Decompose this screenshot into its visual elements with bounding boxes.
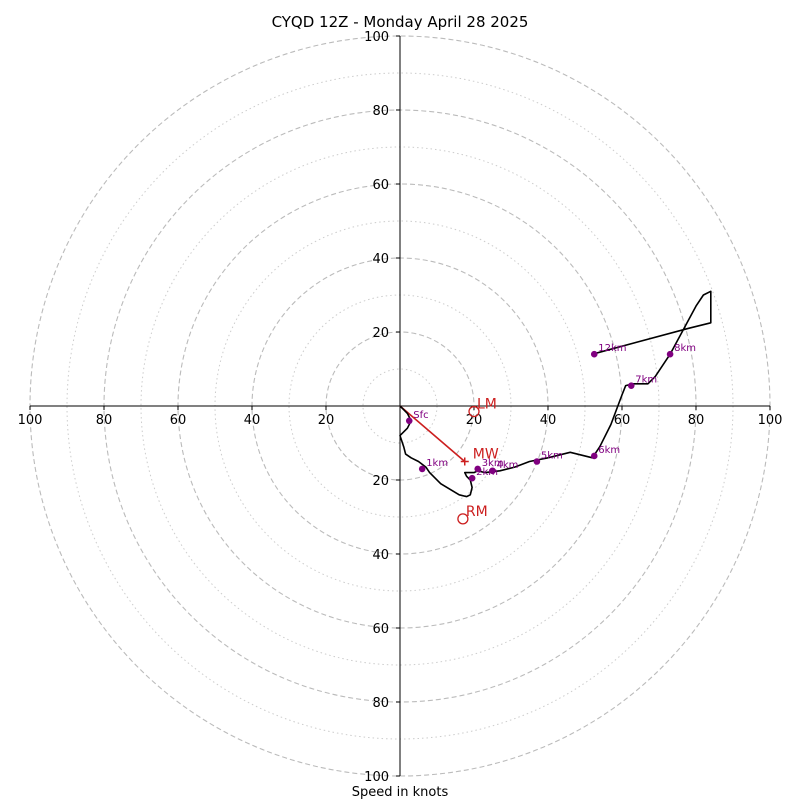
chart-title: CYQD 12Z - Monday April 28 2025 [272, 13, 529, 31]
height-marker-dot [474, 465, 482, 473]
height-marker-label: 5km [541, 451, 563, 462]
height-marker-label: 4km [497, 460, 519, 471]
shear-line [399, 405, 466, 463]
tick-labels: 20 20 20 20 40 40 40 40 60 60 60 60 80 80 80 80 100 100 10… [18, 30, 783, 785]
y-tick-label: 20 [372, 326, 389, 341]
height-marker-label: 3km [482, 458, 504, 469]
storm-motion-label: LM [477, 397, 497, 413]
x-tick-label: 80 [688, 413, 705, 428]
y-tick-label: 100 [364, 30, 389, 45]
height-marker-dot [627, 382, 635, 389]
storm-motion-markers: LM RM MW [457, 397, 499, 525]
mean-wind-marker [460, 457, 469, 466]
storm-motion-label: RM [466, 504, 488, 520]
height-marker-dot [533, 458, 541, 465]
x-tick-label: 60 [170, 413, 187, 428]
x-tick-label: 40 [244, 413, 261, 428]
y-tick-label: 40 [372, 548, 389, 563]
height-marker-dot [489, 467, 496, 475]
height-marker-label: 7km [635, 375, 657, 386]
height-marker-dot [590, 350, 598, 358]
y-tick-label: 100 [364, 770, 389, 785]
x-tick-label: 80 [96, 413, 113, 428]
mean-wind-label: MW [473, 447, 499, 463]
x-tick-label: 100 [18, 413, 43, 428]
y-tick-label: 40 [372, 252, 389, 267]
height-marker-label: 1km [426, 458, 448, 469]
x-tick-label: 100 [758, 413, 783, 428]
y-tick-label: 80 [372, 104, 389, 119]
x-tick-label: 20 [466, 413, 483, 428]
y-tick-label: 60 [372, 178, 389, 193]
height-marker-dot [468, 474, 476, 482]
y-tick-label: 20 [372, 474, 389, 489]
x-tick-label: 40 [540, 413, 557, 428]
storm-motion-circle [457, 513, 469, 525]
height-marker-dot [590, 452, 598, 460]
height-marker-dot [666, 350, 674, 358]
x-tick-label: 60 [614, 413, 631, 428]
height-marker-dot [405, 417, 413, 425]
height-marker-label: 12km [598, 343, 626, 354]
height-marker-label: 6km [598, 445, 620, 456]
height-marker-label: 8km [674, 343, 696, 354]
y-tick-label: 80 [372, 696, 389, 711]
height-marker-label: 2km [476, 467, 498, 478]
storm-motion-circle [468, 405, 480, 418]
height-marker-dot [418, 465, 426, 473]
x-axis-label: Speed in knots [352, 785, 449, 800]
x-tick-label: 20 [318, 413, 335, 428]
shear-vector [399, 405, 466, 463]
height-marker-label: Sfc [413, 410, 428, 421]
y-tick-label: 60 [372, 622, 389, 637]
